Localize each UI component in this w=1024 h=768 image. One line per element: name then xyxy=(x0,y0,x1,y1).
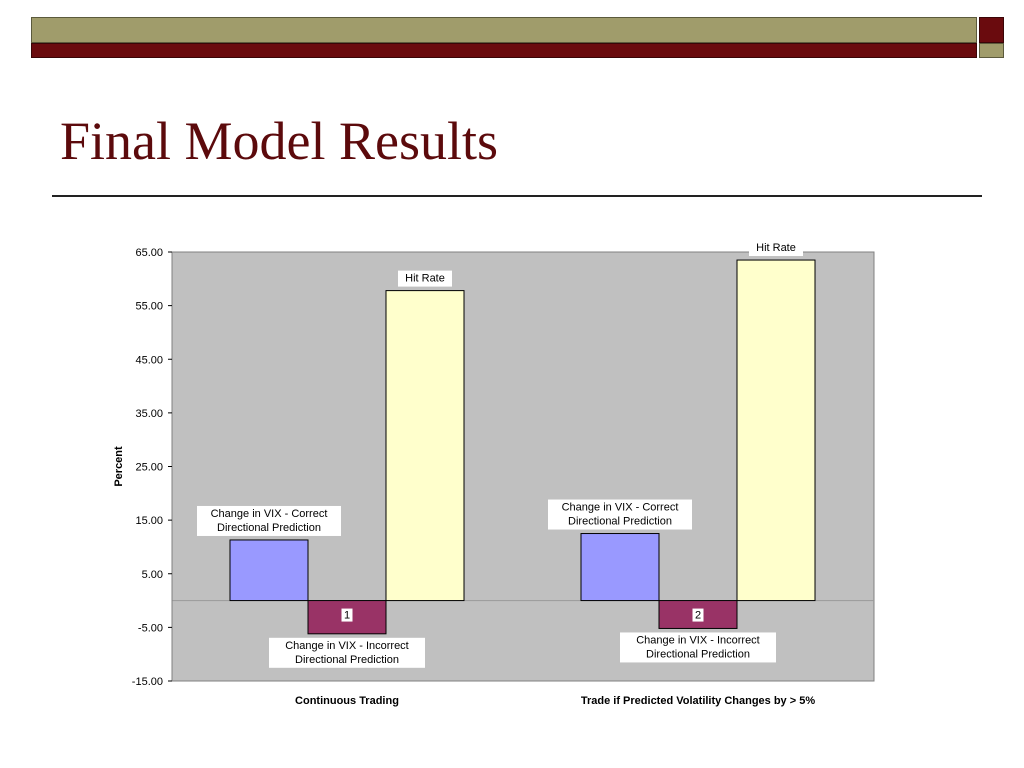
y-tick-label: 25.00 xyxy=(135,462,163,474)
y-tick-label: 55.00 xyxy=(135,301,163,313)
data-label: Hit Rate xyxy=(756,242,796,254)
data-label-box xyxy=(749,240,803,257)
data-label-box xyxy=(398,270,452,287)
bar-hit-rate-2 xyxy=(736,259,816,602)
group-label-box xyxy=(341,608,353,622)
bar-correct-1 xyxy=(229,539,309,602)
y-tick-label: -5.00 xyxy=(138,622,163,634)
slide-title: Final Model Results xyxy=(60,111,499,171)
y-tick-label: 5.00 xyxy=(142,569,163,581)
data-label-box xyxy=(548,499,692,530)
bar-hit-rate-1 xyxy=(385,290,465,602)
data-label: Change in VIX - Correct Directional Predi… xyxy=(211,508,328,534)
group-label: 2 xyxy=(695,610,701,622)
y-tick-label: 35.00 xyxy=(135,408,163,420)
header-band-maroon xyxy=(31,43,977,58)
y-tick-label: 45.00 xyxy=(135,354,163,366)
bar-correct-2 xyxy=(580,533,660,602)
group-label-box xyxy=(692,608,704,622)
data-label-box xyxy=(620,632,776,663)
header-band-olive xyxy=(31,17,977,43)
header-square-maroon xyxy=(979,17,1004,43)
group-label: 1 xyxy=(344,610,350,622)
category-label: Continuous Trading xyxy=(295,695,399,707)
header-square-olive xyxy=(979,43,1004,58)
title-divider xyxy=(52,195,982,197)
data-label-box xyxy=(269,637,425,668)
y-tick-label: 15.00 xyxy=(135,515,163,527)
category-label: Trade if Predicted Volatility Changes by… xyxy=(581,695,815,707)
data-label: Change in VIX - Incorrect Directional Pre… xyxy=(636,634,760,660)
data-label: Hit Rate xyxy=(405,273,445,285)
data-label-box xyxy=(197,505,341,536)
y-tick-label: -15.00 xyxy=(132,676,163,688)
data-label: Change in VIX - Correct Directional Predi… xyxy=(562,502,679,528)
y-tick-label: 65.00 xyxy=(135,247,163,259)
data-label: Change in VIX - Incorrect Directional Pre… xyxy=(285,640,409,666)
y-axis-label: Percent xyxy=(113,446,125,487)
